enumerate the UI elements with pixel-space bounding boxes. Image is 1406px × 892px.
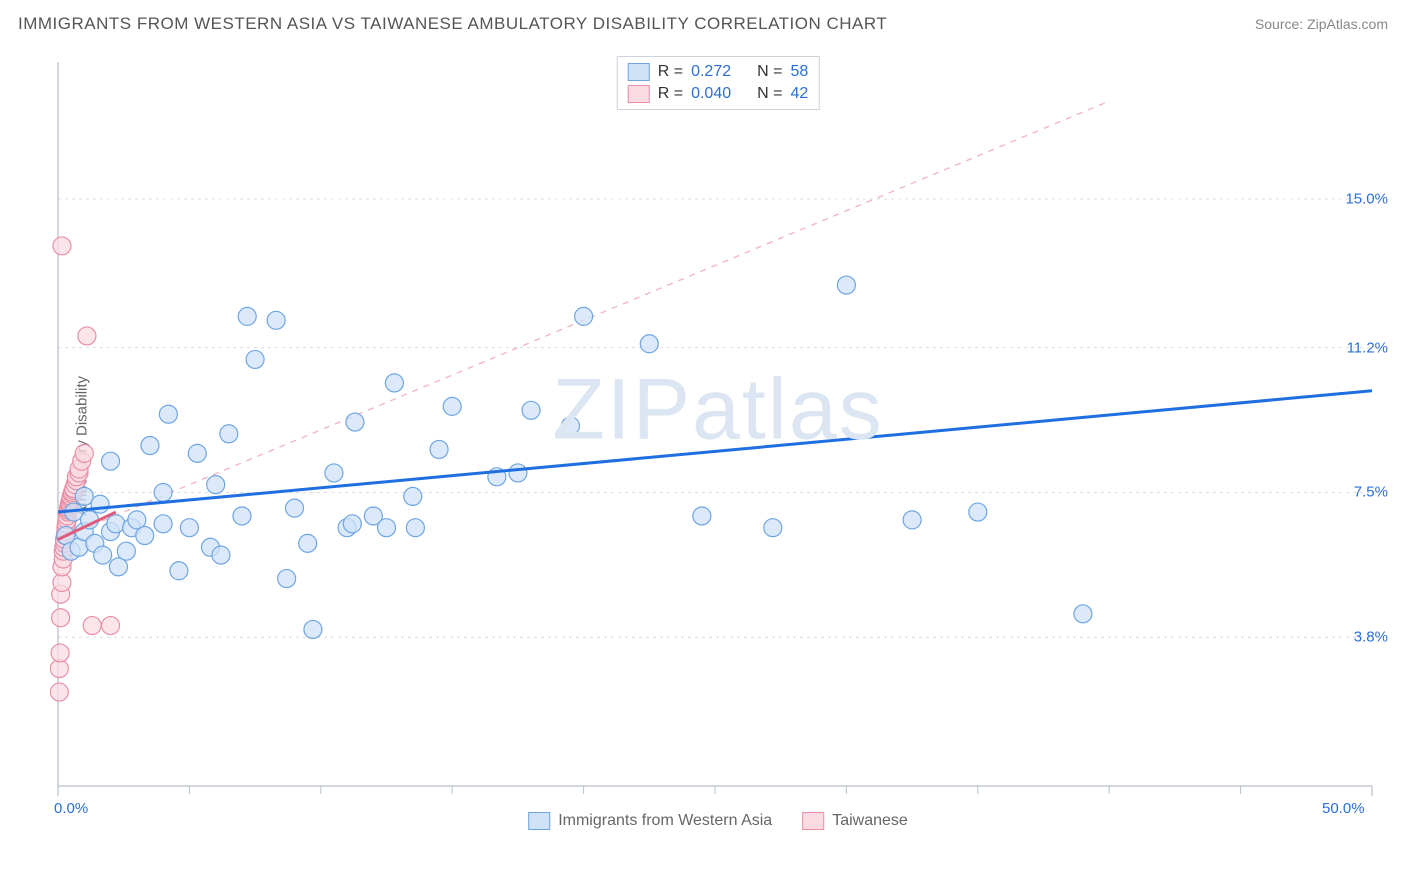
data-point <box>575 307 593 325</box>
r-label: R = <box>658 63 683 81</box>
data-point <box>640 335 658 353</box>
legend-label: Immigrants from Western Asia <box>558 812 772 830</box>
legend-swatch <box>628 85 650 103</box>
source-link[interactable]: ZipAtlas.com <box>1307 16 1388 32</box>
data-point <box>522 401 540 419</box>
data-point <box>286 499 304 517</box>
data-point <box>267 311 285 329</box>
data-point <box>117 542 135 560</box>
data-point <box>159 405 177 423</box>
data-point <box>154 515 172 533</box>
correlation-legend-row: R = 0.040 N = 42 <box>628 83 809 105</box>
data-point <box>509 464 527 482</box>
data-point <box>343 515 361 533</box>
data-point <box>107 515 125 533</box>
legend-swatch <box>528 812 550 830</box>
legend-label: Taiwanese <box>832 812 908 830</box>
y-tick-label: 15.0% <box>1345 190 1388 207</box>
data-point <box>136 527 154 545</box>
data-point <box>91 495 109 513</box>
data-point <box>561 417 579 435</box>
data-point <box>246 350 264 368</box>
n-label: N = <box>757 85 782 103</box>
r-label: R = <box>658 85 683 103</box>
y-tick-label: 7.5% <box>1354 484 1388 501</box>
data-point <box>430 440 448 458</box>
data-point <box>346 413 364 431</box>
data-point <box>83 617 101 635</box>
data-point <box>969 503 987 521</box>
series-legend: Immigrants from Western Asia Taiwanese <box>528 812 908 830</box>
data-point <box>141 437 159 455</box>
n-value: 58 <box>790 63 808 81</box>
x-tick-label: 0.0% <box>54 800 88 817</box>
data-point <box>404 487 422 505</box>
n-label: N = <box>757 63 782 81</box>
data-point <box>233 507 251 525</box>
data-point <box>78 327 96 345</box>
n-value: 42 <box>790 85 808 103</box>
scatter-chart <box>50 56 1386 826</box>
data-point <box>406 519 424 537</box>
y-tick-label: 11.2% <box>1347 339 1388 356</box>
r-value: 0.272 <box>691 63 731 81</box>
legend-swatch <box>628 63 650 81</box>
data-point <box>180 519 198 537</box>
source-prefix: Source: <box>1255 16 1307 32</box>
data-point <box>188 444 206 462</box>
data-point <box>443 397 461 415</box>
y-tick-label: 3.8% <box>1354 629 1388 646</box>
data-point <box>378 519 396 537</box>
data-point <box>170 562 188 580</box>
legend-swatch <box>802 812 824 830</box>
data-point <box>238 307 256 325</box>
data-point <box>220 425 238 443</box>
data-point <box>52 609 70 627</box>
r-value: 0.040 <box>691 85 731 103</box>
data-point <box>53 237 71 255</box>
trend-line-blue <box>58 391 1372 512</box>
data-point <box>94 546 112 564</box>
correlation-legend: R = 0.272 N = 58 R = 0.040 N = 42 <box>617 56 820 110</box>
legend-item: Taiwanese <box>802 812 908 830</box>
data-point <box>75 444 93 462</box>
data-point <box>299 534 317 552</box>
data-point <box>102 452 120 470</box>
header: IMMIGRANTS FROM WESTERN ASIA VS TAIWANES… <box>0 0 1406 48</box>
data-point <box>325 464 343 482</box>
data-point <box>764 519 782 537</box>
data-point <box>693 507 711 525</box>
data-point <box>102 617 120 635</box>
data-point <box>154 483 172 501</box>
data-point <box>903 511 921 529</box>
data-point <box>385 374 403 392</box>
data-point <box>207 476 225 494</box>
source-attribution: Source: ZipAtlas.com <box>1255 16 1388 32</box>
data-point <box>837 276 855 294</box>
legend-item: Immigrants from Western Asia <box>528 812 772 830</box>
data-point <box>304 620 322 638</box>
correlation-legend-row: R = 0.272 N = 58 <box>628 61 809 83</box>
data-point <box>51 644 69 662</box>
data-point <box>50 683 68 701</box>
data-point <box>1074 605 1092 623</box>
data-point <box>278 570 296 588</box>
chart-title: IMMIGRANTS FROM WESTERN ASIA VS TAIWANES… <box>18 14 887 34</box>
x-tick-label: 50.0% <box>1322 800 1365 817</box>
chart-area: ZIPatlas R = 0.272N = 58R = 0.040N = 42 … <box>50 56 1386 826</box>
data-point <box>212 546 230 564</box>
